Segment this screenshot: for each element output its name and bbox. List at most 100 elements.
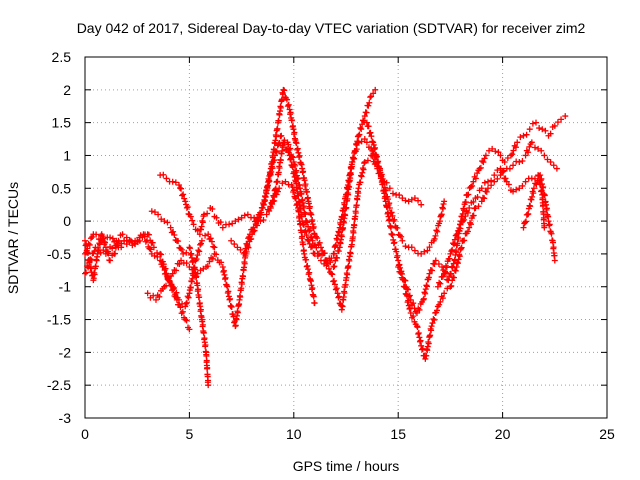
- x-tick-label: 20: [495, 426, 511, 442]
- data-point: [152, 296, 159, 303]
- data-point: [310, 223, 317, 230]
- data-point: [217, 219, 224, 226]
- series-track-10: [434, 165, 548, 290]
- data-point: [282, 178, 289, 185]
- data-point: [199, 321, 206, 328]
- data-point: [264, 185, 271, 192]
- data-point: [279, 180, 286, 187]
- data-point: [347, 170, 354, 177]
- data-point: [189, 266, 196, 273]
- data-point: [456, 253, 463, 260]
- data-point: [477, 164, 484, 171]
- data-point: [275, 169, 282, 176]
- data-point: [169, 287, 176, 294]
- data-point: [516, 185, 523, 192]
- data-point: [544, 156, 551, 163]
- data-point: [423, 352, 430, 359]
- data-point: [519, 182, 526, 189]
- data-point: [237, 246, 244, 253]
- data-point: [287, 155, 294, 162]
- data-point: [146, 245, 153, 252]
- data-point: [266, 178, 273, 185]
- data-point: [498, 169, 505, 176]
- data-point: [341, 290, 348, 297]
- data-point: [330, 264, 337, 271]
- data-point: [411, 195, 418, 202]
- data-point: [269, 165, 276, 172]
- data-point: [525, 210, 532, 217]
- data-point: [161, 218, 168, 225]
- data-point: [154, 253, 161, 260]
- series-track-9: [395, 113, 569, 316]
- data-point: [494, 175, 501, 182]
- data-point: [543, 205, 550, 212]
- data-point: [522, 178, 529, 185]
- data-point: [148, 208, 155, 215]
- data-point: [163, 270, 170, 277]
- data-point: [505, 181, 512, 188]
- data-point: [301, 228, 308, 235]
- data-point: [272, 147, 279, 154]
- data-point: [428, 323, 435, 330]
- data-point: [302, 227, 309, 234]
- data-point: [510, 147, 517, 154]
- data-point: [406, 292, 413, 299]
- data-point: [272, 152, 279, 159]
- data-point: [478, 198, 485, 205]
- data-point: [413, 309, 420, 316]
- data-point: [553, 165, 560, 172]
- data-point: [368, 133, 375, 140]
- data-point: [450, 274, 457, 281]
- data-point: [294, 184, 301, 191]
- data-point: [317, 257, 324, 264]
- data-point: [83, 241, 90, 248]
- data-point: [204, 364, 211, 371]
- data-point: [446, 255, 453, 262]
- data-point: [519, 158, 526, 165]
- data-point: [308, 211, 315, 218]
- data-point: [190, 257, 197, 264]
- data-point: [300, 168, 307, 175]
- data-point: [83, 269, 90, 276]
- data-point: [149, 239, 156, 246]
- data-point: [453, 231, 460, 238]
- data-point: [462, 198, 469, 205]
- data-point: [201, 211, 208, 218]
- data-point: [379, 181, 386, 188]
- data-point: [228, 304, 235, 311]
- data-point: [180, 250, 187, 257]
- data-point: [483, 188, 490, 195]
- data-point: [136, 234, 143, 241]
- data-point: [414, 324, 421, 331]
- data-point: [481, 195, 488, 202]
- data-point: [306, 227, 313, 234]
- data-point: [134, 238, 141, 245]
- data-point: [497, 165, 504, 172]
- data-point: [305, 237, 312, 244]
- data-point: [361, 113, 368, 120]
- data-point: [189, 217, 196, 224]
- data-point: [300, 221, 307, 228]
- y-tick-label: -1: [59, 279, 72, 295]
- data-point: [516, 159, 523, 166]
- data-point: [418, 250, 425, 257]
- x-tick-label: 0: [81, 426, 89, 442]
- data-point: [295, 192, 302, 199]
- data-point: [450, 241, 457, 248]
- data-point: [310, 293, 317, 300]
- data-point: [263, 211, 270, 218]
- data-point: [196, 248, 203, 255]
- data-point: [296, 152, 303, 159]
- data-point: [434, 228, 441, 235]
- data-point: [494, 167, 501, 174]
- data-point: [543, 201, 550, 208]
- data-point: [272, 185, 279, 192]
- data-point: [339, 214, 346, 221]
- data-point: [548, 230, 555, 237]
- data-point: [436, 279, 443, 286]
- data-point: [156, 293, 163, 300]
- data-point: [166, 277, 173, 284]
- data-point: [238, 281, 245, 288]
- data-point: [500, 168, 507, 175]
- data-point: [313, 244, 320, 251]
